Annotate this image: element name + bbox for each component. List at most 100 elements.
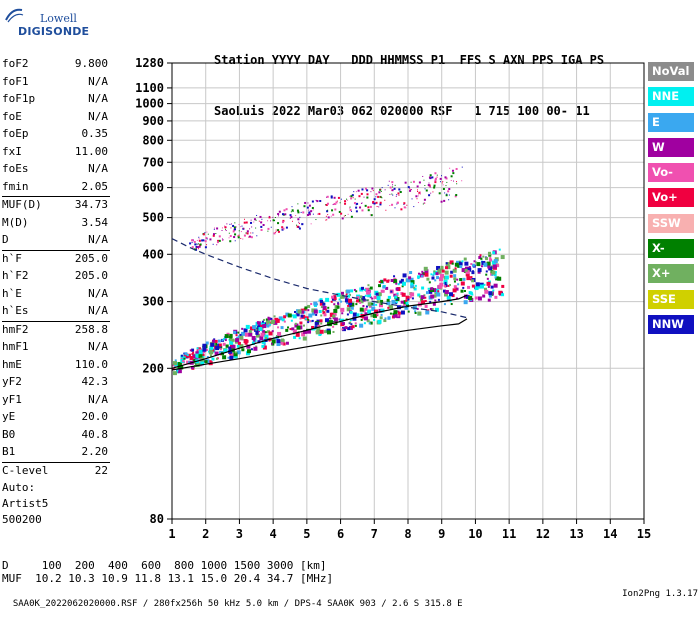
echo-mark xyxy=(345,296,348,299)
echo-mark xyxy=(351,210,353,212)
echo-mark xyxy=(440,267,444,271)
echo-mark xyxy=(338,210,341,213)
echo-mark xyxy=(468,296,473,301)
echo-mark xyxy=(300,308,304,312)
echo-mark xyxy=(372,190,374,192)
logo-line1: Lowell xyxy=(40,12,77,25)
echo-mark xyxy=(380,280,384,284)
echo-mark xyxy=(285,312,290,317)
echo-mark xyxy=(317,324,321,328)
echo-mark xyxy=(349,319,352,322)
echo-mark xyxy=(255,324,258,327)
echo-mark xyxy=(293,310,296,313)
echo-mark xyxy=(206,231,208,233)
echo-mark xyxy=(470,299,473,302)
echo-mark xyxy=(219,348,222,351)
echo-mark xyxy=(353,202,356,205)
echo-mark xyxy=(274,216,276,218)
echo-mark xyxy=(386,298,390,302)
echo-mark xyxy=(359,323,364,328)
echo-mark xyxy=(354,324,357,327)
echo-mark xyxy=(422,203,424,205)
echo-mark xyxy=(468,266,471,269)
echo-mark xyxy=(447,284,450,287)
echo-mark xyxy=(291,220,293,222)
echo-mark xyxy=(291,327,295,331)
echo-mark xyxy=(218,343,222,347)
echo-mark xyxy=(410,282,414,286)
echo-mark xyxy=(200,361,205,366)
y-tick-label: 80 xyxy=(150,512,164,526)
echo-mark xyxy=(217,339,221,343)
echo-mark xyxy=(410,189,412,191)
echo-mark xyxy=(375,303,378,306)
param-name: hmE xyxy=(2,357,22,371)
echo-mark xyxy=(478,256,482,260)
param-value: 22 xyxy=(94,463,108,477)
param-value: 205.0 xyxy=(74,251,108,265)
echo-mark xyxy=(310,320,313,323)
echo-mark xyxy=(196,243,198,245)
echo-mark xyxy=(414,284,417,287)
echo-mark xyxy=(277,213,280,216)
echo-mark xyxy=(349,310,353,314)
echo-mark xyxy=(409,188,411,190)
param-value: 11.00 xyxy=(74,144,108,158)
echo-mark xyxy=(277,230,280,233)
echo-mark xyxy=(311,206,314,209)
echo-mark xyxy=(430,287,434,291)
echo-mark xyxy=(189,242,192,245)
echo-mark xyxy=(389,186,392,189)
param-row: MUF(D) 34.73 xyxy=(2,197,110,215)
param-value: N/A xyxy=(88,92,108,105)
echo-mark xyxy=(442,289,446,293)
echo-mark xyxy=(399,191,402,194)
echo-mark xyxy=(228,349,233,354)
echo-mark xyxy=(278,210,281,213)
echo-mark xyxy=(372,200,375,203)
echo-mark xyxy=(255,345,258,348)
echo-mark xyxy=(424,188,426,190)
echo-mark xyxy=(250,219,252,221)
echo-mark xyxy=(307,304,311,308)
echo-mark xyxy=(284,213,287,216)
echo-mark xyxy=(445,185,447,187)
echo-mark xyxy=(471,293,474,296)
echo-mark xyxy=(456,260,460,264)
echo-mark xyxy=(356,202,359,205)
echo-mark xyxy=(396,298,399,301)
echo-mark xyxy=(436,265,441,270)
echo-mark xyxy=(344,202,347,205)
echo-mark xyxy=(378,284,382,288)
echo-mark xyxy=(369,286,373,290)
echo-mark xyxy=(287,326,290,329)
echo-mark xyxy=(487,285,490,288)
echo-mark xyxy=(475,261,478,264)
param-value: N/A xyxy=(88,162,108,175)
echo-mark xyxy=(380,313,383,316)
echo-mark xyxy=(463,300,468,305)
echo-mark xyxy=(334,208,337,211)
echo-mark xyxy=(325,215,327,217)
y-tick-label: 400 xyxy=(142,247,164,261)
echo-mark xyxy=(244,341,248,345)
echo-mark xyxy=(428,182,430,184)
echo-mark xyxy=(355,191,357,193)
echo-mark xyxy=(392,313,397,318)
echo-mark xyxy=(229,355,234,360)
echo-mark xyxy=(367,284,370,287)
echo-mark xyxy=(419,298,423,302)
echo-mark xyxy=(298,337,301,340)
echo-mark xyxy=(265,318,268,321)
echo-mark xyxy=(373,309,378,314)
echo-mark xyxy=(361,296,366,301)
echo-mark xyxy=(395,195,397,197)
echo-mark xyxy=(402,273,407,278)
param-row: h`F2 205.0 xyxy=(2,268,110,286)
echo-mark xyxy=(198,236,200,238)
echo-mark xyxy=(257,325,261,329)
echo-mark xyxy=(195,353,200,358)
echo-mark xyxy=(234,233,237,236)
echo-mark xyxy=(267,316,270,319)
param-row: B0 40.8 xyxy=(2,427,110,445)
